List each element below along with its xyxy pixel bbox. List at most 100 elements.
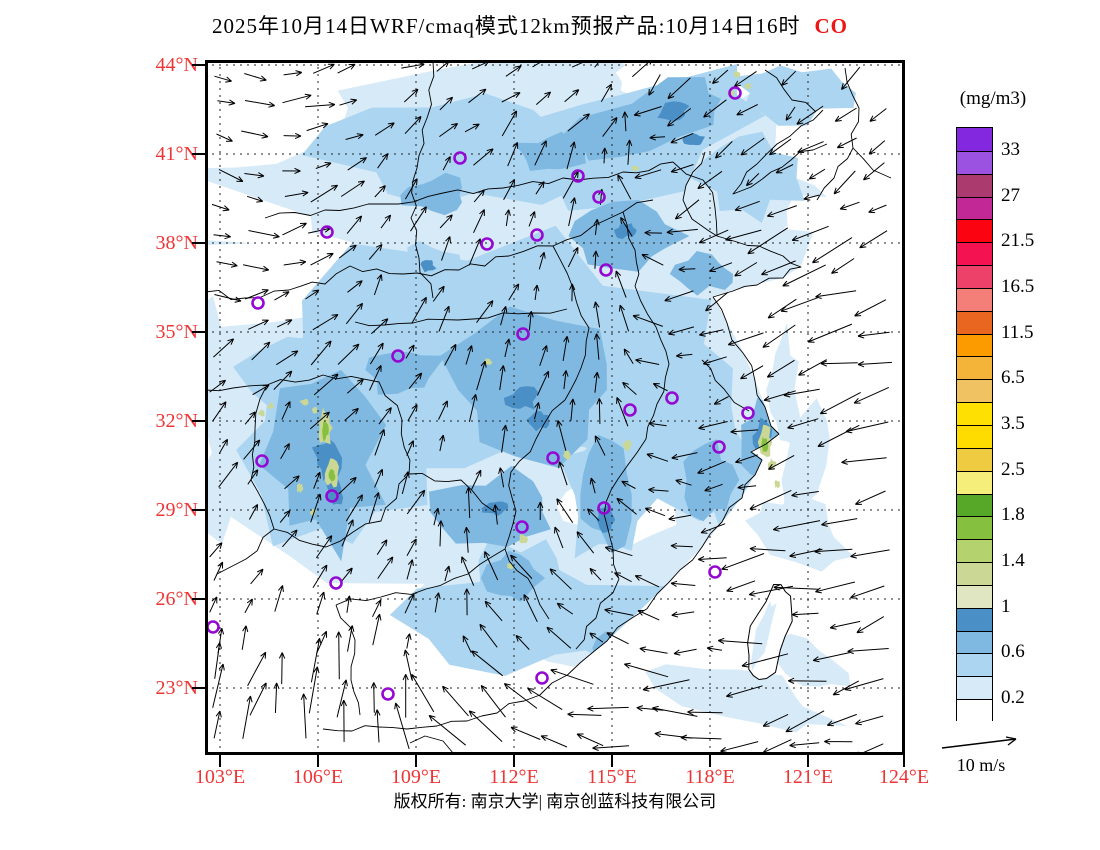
- province-boundaries: [205, 61, 892, 754]
- colorbar-tick-3.5: 3.5: [1001, 413, 1025, 434]
- lat-tick: [192, 420, 205, 422]
- lat-label-38N: 38°N: [155, 232, 198, 254]
- colorbar-cell-4: [957, 219, 992, 243]
- lat-label-44N: 44°N: [155, 54, 198, 76]
- lon-tick: [709, 755, 711, 767]
- lat-tick: [192, 153, 205, 155]
- colorbar-cell-18: [957, 539, 992, 563]
- city-marker: [381, 687, 395, 701]
- colorbar-tick-0.2: 0.2: [1001, 687, 1025, 709]
- city-marker: [728, 86, 742, 100]
- colorbar-cell-12: [957, 402, 992, 425]
- wind-legend-label: 10 m/s: [956, 755, 1006, 775]
- colorbar-cell-21: [957, 607, 992, 631]
- colorbar-cell-2: [957, 173, 992, 197]
- lon-tick: [317, 755, 319, 767]
- city-marker: [255, 454, 269, 468]
- lat-tick: [192, 331, 205, 333]
- lon-tick: [513, 755, 515, 767]
- city-marker: [535, 671, 549, 685]
- colorbar-tick-11.5: 11.5: [1001, 321, 1034, 343]
- forecast-map: [205, 60, 905, 755]
- lon-tick: [903, 755, 905, 767]
- city-marker: [597, 501, 611, 515]
- lat-label-32N: 32°N: [155, 410, 198, 432]
- city-marker: [530, 228, 544, 242]
- colorbar-cell-11: [957, 379, 992, 403]
- colorbar-tick-16.5: 16.5: [1001, 275, 1035, 297]
- city-marker: [712, 440, 726, 454]
- city-marker: [741, 406, 755, 420]
- wind-arrow-shaft: [941, 738, 1017, 749]
- city-markers: [206, 86, 755, 701]
- city-marker: [453, 151, 467, 165]
- lon-label-124E: 124°E: [878, 766, 930, 788]
- lon-tick: [807, 755, 809, 767]
- lat-label-35N: 35°N: [155, 321, 198, 343]
- page-title: 2025年10月14日WRF/cmaq模式12km预报产品:10月14日16时 C…: [0, 10, 1060, 40]
- colorbar-cell-22: [957, 630, 992, 654]
- colorbar-cell-25: [957, 699, 992, 722]
- species-label: CO: [814, 14, 848, 38]
- colorbar-tick-27: 27: [1001, 184, 1020, 206]
- lat-tick: [192, 598, 205, 600]
- city-marker: [320, 225, 334, 239]
- lon-label-121E: 121°E: [782, 766, 834, 788]
- lat-label-26N: 26°N: [155, 588, 198, 610]
- lat-tick: [192, 64, 205, 66]
- colorbar-cell-15: [957, 470, 992, 494]
- colorbar-cell-5: [957, 242, 992, 266]
- graticule: [205, 60, 905, 755]
- wind-legend-arrow: [941, 736, 1017, 749]
- colorbar-cell-8: [957, 310, 992, 334]
- city-marker: [599, 263, 613, 277]
- map-frame-border: [205, 60, 905, 755]
- copyright-text: 版权所有: 南京大学| 南京创蓝科技有限公司: [393, 792, 717, 811]
- lat-label-29N: 29°N: [155, 499, 198, 521]
- lon-label-109E: 109°E: [390, 766, 442, 788]
- colorbar-tick-6.5: 6.5: [1001, 367, 1025, 389]
- colorbar-cell-20: [957, 584, 992, 608]
- city-marker: [516, 327, 530, 341]
- lon-label-112E: 112°E: [489, 766, 539, 788]
- colorbar-cell-10: [957, 356, 992, 380]
- colorbar-tick-2.5: 2.5: [1001, 458, 1025, 480]
- lat-tick: [192, 242, 205, 244]
- city-marker: [708, 565, 722, 579]
- lon-label-106E: 106°E: [292, 766, 344, 788]
- lat-label-23N: 23°N: [155, 677, 198, 699]
- colorbar: [956, 127, 993, 722]
- colorbar-cell-17: [957, 516, 992, 540]
- lon-label-118E: 118°E: [685, 766, 735, 788]
- colorbar-cell-9: [957, 333, 992, 357]
- city-marker: [623, 403, 637, 417]
- lat-tick: [192, 509, 205, 511]
- city-marker: [329, 576, 343, 590]
- colorbar-tick-0.6: 0.6: [1001, 641, 1025, 663]
- lat-label-41N: 41°N: [155, 143, 198, 165]
- lon-label-115E: 115°E: [587, 766, 637, 788]
- lat-tick: [192, 687, 205, 689]
- lon-tick: [611, 755, 613, 767]
- wind-vectors: [209, 60, 892, 755]
- city-marker: [251, 296, 265, 310]
- wind-arrow-head: [1005, 736, 1017, 746]
- city-marker: [665, 391, 679, 405]
- colorbar-tick-1: 1: [1001, 595, 1011, 617]
- colorbar-tick-1.4: 1.4: [1001, 550, 1025, 572]
- colorbar-tick-1.8: 1.8: [1001, 504, 1025, 526]
- colorbar-cell-6: [957, 265, 992, 288]
- colorbar-cell-13: [957, 424, 992, 448]
- lon-tick: [415, 755, 417, 767]
- city-marker: [571, 169, 585, 183]
- taiwan-pale-strip: [750, 601, 777, 671]
- city-marker: [325, 489, 339, 503]
- colorbar-cell-3: [957, 196, 992, 220]
- city-marker: [546, 451, 560, 465]
- colorbar-cell-16: [957, 493, 992, 517]
- forecast-title-text: 2025年10月14日WRF/cmaq模式12km预报产品:10月14日16时: [212, 14, 801, 38]
- lon-label-103E: 103°E: [194, 766, 246, 788]
- colorbar-units-label: (mg/m3): [959, 88, 1027, 109]
- city-marker: [391, 349, 405, 363]
